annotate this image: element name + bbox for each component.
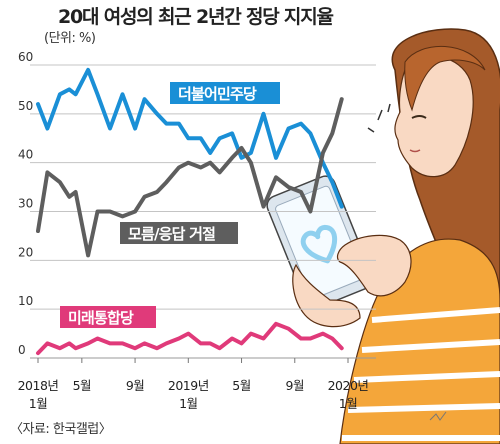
shirt-stripes [342,307,500,441]
y-tick-label-20: 20 [18,245,33,259]
x-axis: 2018년 1월 5월 9월 2019년 1월 5월 9월 2020년 1월 [18,358,369,411]
x-tick-label-2: 9월 [126,378,144,393]
x-tick-label-5: 9월 [286,378,304,393]
eye-shape [411,115,427,119]
artist-signature [429,411,447,421]
series-label-box-0 [170,82,280,104]
series-label-box-1 [120,222,238,244]
smartphone [266,175,374,310]
y-axis: 0 10 20 30 40 50 60 [18,50,33,357]
unit-label: (단위: %) [44,31,96,46]
mouth-shape [409,149,421,153]
x-tick-label-3: 2019년 [168,378,209,393]
x-tick-sublabel-6: 1월 [339,396,357,411]
x-tick-sublabel-0: 1월 [29,396,47,411]
surprise-marks [367,103,391,133]
series-label-1: 모름/응답 거절 [128,225,215,243]
series-line-2 [36,321,344,356]
x-tick-label-1: 5월 [73,378,91,393]
series-label-box-2 [60,306,156,328]
source-note: 〈자료: 한국갤럽〉 [10,422,112,437]
y-tick-label-60: 60 [18,50,33,64]
series-label-0: 더불어민주당 [178,85,257,103]
grid-lines [30,64,376,359]
y-tick-label-10: 10 [18,294,33,308]
y-tick-label-40: 40 [18,148,33,162]
y-tick-label-30: 30 [18,197,33,211]
series-lines [36,67,344,356]
x-tick-label-0: 2018년 [18,378,59,393]
hand-right [336,234,412,297]
y-tick-label-0: 0 [18,343,26,357]
hand-left [292,263,361,328]
series-label-2: 미래통합당 [68,309,134,327]
hair-bangs [404,45,486,112]
x-tick-sublabel-3: 1월 [179,396,197,411]
x-tick-label-6: 2020년 [328,378,369,393]
woman-with-phone-illustration [266,28,500,444]
x-tick-label-4: 5월 [232,378,250,393]
heart-icon [300,224,337,264]
chart-title: 20대 여성의 최근 2년간 정당 지지율 [58,6,334,28]
y-tick-label-50: 50 [18,99,33,113]
